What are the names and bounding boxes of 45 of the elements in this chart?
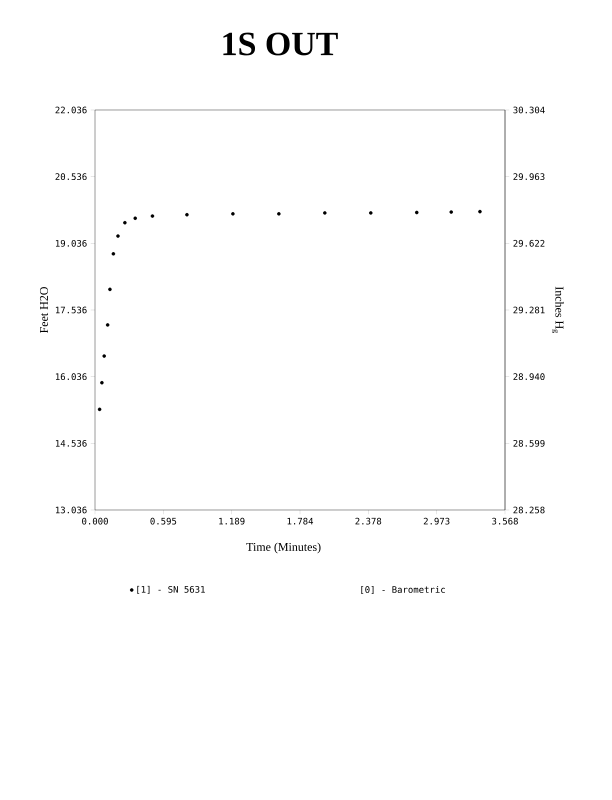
point: [98, 408, 102, 412]
point: [185, 212, 189, 217]
x-tick-label: 3.568: [492, 518, 518, 525]
x-tick-label: 0.000: [82, 518, 108, 525]
x-tick-label: 1.784: [288, 518, 314, 525]
point: [449, 210, 454, 214]
point: [231, 212, 235, 216]
y-tick-label: 19.036: [56, 240, 87, 247]
point: [123, 220, 127, 225]
y-tick-label: 13.036: [56, 506, 87, 514]
point: [112, 252, 116, 256]
point: [133, 216, 138, 220]
x-tick-label: 2.973: [424, 518, 450, 525]
y2-tick-label: 28.940: [513, 373, 545, 380]
y2-tick-label: 28.599: [513, 440, 545, 447]
text: [0] - Barometric: [361, 586, 445, 594]
y-tick-label: 16.036: [56, 373, 87, 380]
point: [478, 210, 482, 214]
y-axis-title: Feet H2O: [40, 287, 48, 334]
y-tick-label: 14.536: [56, 440, 87, 447]
point: [150, 214, 154, 218]
point: [414, 210, 419, 214]
x-tick-label: 1.189: [219, 518, 245, 525]
y-tick-label: 17.536: [56, 306, 87, 314]
y2-tick-label: 29.963: [513, 173, 544, 180]
y-tick-label: 20.536: [56, 173, 87, 180]
y2-tick-label: 30.304: [513, 106, 545, 114]
point: [277, 212, 281, 216]
y2-tick-label: 29.281: [513, 306, 545, 314]
point: [116, 234, 120, 238]
point: [323, 211, 327, 215]
point: [108, 288, 112, 292]
legend-label: [1] - SN 5631: [137, 586, 205, 594]
y2-tick-label: 28.258: [513, 506, 545, 514]
point: [368, 211, 373, 215]
chart-title: 1S OUT: [223, 32, 338, 56]
point: [100, 380, 104, 385]
point: [102, 354, 106, 358]
x-axis-title: Time (Minutes): [246, 542, 321, 554]
point: [106, 323, 110, 327]
y-tick-label: 22.036: [56, 106, 87, 114]
x-tick-label: 2.378: [355, 518, 382, 525]
x-tick-label: 0.595: [150, 518, 176, 525]
y2-tick-label: 29.622: [513, 240, 544, 247]
y2-axis-title: Inches H$_{g}$: [552, 286, 564, 333]
